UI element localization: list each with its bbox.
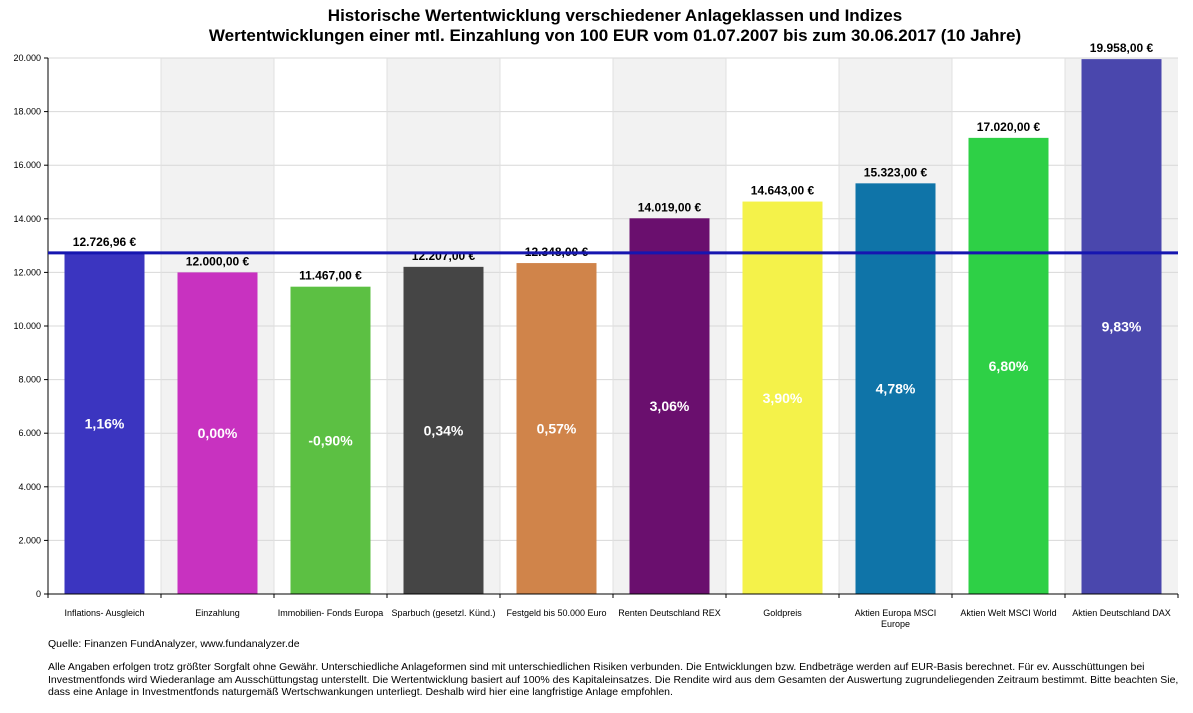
y-tick-labels: 0 2.000 4.000 6.000 8.000 10.000 12.000 14.000 1…: [13, 53, 41, 599]
x-tick-labels: Inflations- Ausgleich Einzahlung Immobilie…: [64, 608, 1170, 629]
y-tick-label: 6.000: [18, 428, 41, 438]
x-tick-label: Renten Deutschland REX: [618, 608, 721, 618]
return-label: 1,16%: [85, 415, 125, 431]
data-label: 14.019,00 €: [638, 200, 702, 214]
return-labels: 1,16% 0,00% -0,90% 0,34% 0,57% 3,06% 3,90% 4,78…: [85, 319, 1142, 449]
chart-subtitle: Wertentwicklungen einer mtl. Einzahlung …: [208, 26, 1022, 45]
return-label: 3,06%: [650, 398, 690, 414]
data-label: 11.467,00 €: [299, 269, 362, 283]
data-label: 14.643,00 €: [751, 184, 815, 198]
bar: [629, 218, 710, 594]
data-label: 17.020,00 €: [977, 120, 1041, 134]
data-label: 19.958,00 €: [1090, 41, 1154, 55]
x-tick-label: Sparbuch (gesetzl. Künd.): [391, 608, 495, 618]
bar: [1081, 59, 1162, 594]
y-tick-label: 2.000: [18, 535, 41, 545]
value-labels: 12.726,96 € 12.000,00 € 11.467,00 € 12.207,…: [73, 41, 1154, 283]
bar: [403, 266, 484, 594]
return-label: 0,00%: [198, 425, 238, 441]
bar: [742, 201, 823, 594]
y-tick-label: 0: [36, 589, 41, 599]
x-tick-label: Einzahlung: [195, 608, 240, 618]
y-tick-label: 12.000: [13, 267, 41, 277]
bar: [968, 137, 1049, 594]
x-tick-label: Aktien Welt MSCI World: [960, 608, 1056, 618]
y-tick-label: 18.000: [13, 107, 41, 117]
return-label: -0,90%: [308, 432, 353, 448]
bar: [516, 263, 597, 594]
x-tick-label: Inflations- Ausgleich: [64, 608, 144, 618]
y-tick-label: 4.000: [18, 482, 41, 492]
bar: [177, 272, 258, 594]
data-label: 12.000,00 €: [186, 254, 250, 268]
return-label: 6,80%: [989, 358, 1029, 374]
y-tick-label: 14.000: [13, 214, 41, 224]
axes: [44, 57, 1179, 598]
bars: [64, 59, 1162, 594]
bar: [64, 252, 145, 594]
data-label: 15.323,00 €: [864, 165, 928, 179]
x-tick-label: Immobilien- Fonds Europa: [278, 608, 384, 618]
return-label: 9,83%: [1102, 319, 1142, 335]
x-tick-label: Goldpreis: [763, 608, 802, 618]
data-label: 12.726,96 €: [73, 235, 137, 249]
data-label: 12.207,00 €: [412, 249, 476, 263]
x-tick-label: Aktien Europa MSCI: [855, 608, 937, 618]
x-tick-label: Festgeld bis 50.000 Euro: [506, 608, 606, 618]
return-label: 4,78%: [876, 381, 916, 397]
y-tick-label: 20.000: [13, 53, 41, 63]
y-tick-label: 8.000: [18, 375, 41, 385]
disclaimer-text: Alle Angaben erfolgen trotz größter Sorg…: [48, 661, 1179, 698]
x-tick-label: Aktien Deutschland DAX: [1072, 608, 1171, 618]
bar: [290, 286, 371, 594]
x-tick-label: Europe: [881, 619, 910, 629]
return-label: 0,57%: [537, 421, 577, 437]
source-note: Quelle: Finanzen FundAnalyzer, www.funda…: [48, 638, 300, 650]
chart-title: Historische Wertentwicklung verschiedene…: [327, 6, 903, 25]
y-tick-label: 10.000: [13, 321, 41, 331]
return-label: 0,34%: [424, 422, 464, 438]
return-label: 3,90%: [763, 390, 803, 406]
y-tick-label: 16.000: [13, 160, 41, 170]
